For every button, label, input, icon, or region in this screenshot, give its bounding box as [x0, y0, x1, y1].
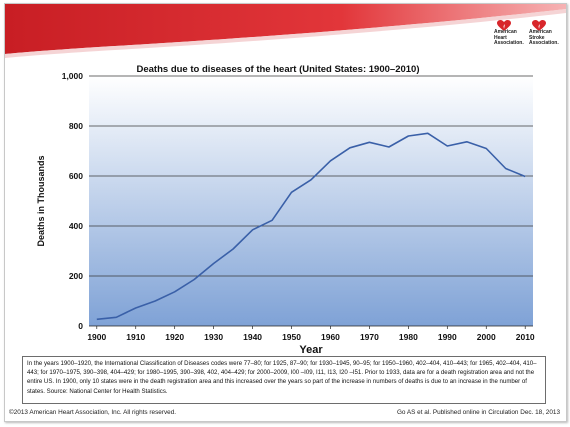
- x-tick-label: 2000: [477, 332, 496, 342]
- gridlines: [89, 75, 533, 277]
- slide: American Heart Association. American Str…: [4, 3, 567, 422]
- y-axis-ticks: 0 200 400 600 800 1,000: [62, 71, 84, 331]
- x-tick-label: 1970: [360, 332, 379, 342]
- x-tick-label: 1900: [87, 332, 106, 342]
- caption-box: In the years 1900–1920, the Internationa…: [22, 356, 546, 404]
- y-tick-label: 800: [69, 121, 83, 131]
- x-tick-label: 2010: [516, 332, 535, 342]
- x-tick-label: 1990: [438, 332, 457, 342]
- stroke-torch-icon: [532, 20, 546, 31]
- chart: Deaths due to diseases of the heart (Uni…: [36, 64, 535, 356]
- y-tick-label: 1,000: [62, 71, 84, 81]
- x-tick-label: 1950: [282, 332, 301, 342]
- aha-asa-logo: American Heart Association. American Str…: [493, 20, 559, 60]
- x-tick-label: 1920: [165, 332, 184, 342]
- asa-logo-text: American Stroke Association.: [529, 29, 559, 46]
- x-tick-label: 1930: [204, 332, 223, 342]
- citation-text: Go AS et al. Published online in Circula…: [396, 409, 560, 416]
- series-line: [96, 132, 526, 321]
- aha-logo-text: American Heart Association.: [494, 29, 524, 46]
- plot-area: [89, 76, 533, 326]
- heart-torch-icon: [497, 20, 511, 31]
- chart-title: Deaths due to diseases of the heart (Uni…: [137, 64, 420, 75]
- x-tick-label: 1980: [399, 332, 418, 342]
- x-tick-label: 1910: [126, 332, 145, 342]
- y-tick-label: 0: [78, 321, 83, 331]
- x-axis-title: Year: [299, 344, 323, 356]
- y-axis-title: Deaths in Thousands: [36, 155, 46, 246]
- x-tick-label: 1960: [321, 332, 340, 342]
- copyright-text: ©2013 American Heart Association, Inc. A…: [9, 409, 177, 416]
- y-tick-label: 200: [69, 271, 83, 281]
- x-axis-ticks: 1900 1910 1920 1930 1940 1950 1960 1970 1980 1990…: [87, 326, 535, 342]
- y-tick-label: 400: [69, 221, 83, 231]
- red-swoosh-banner: [5, 4, 566, 58]
- y-tick-label: 600: [69, 171, 83, 181]
- x-tick-label: 1940: [243, 332, 262, 342]
